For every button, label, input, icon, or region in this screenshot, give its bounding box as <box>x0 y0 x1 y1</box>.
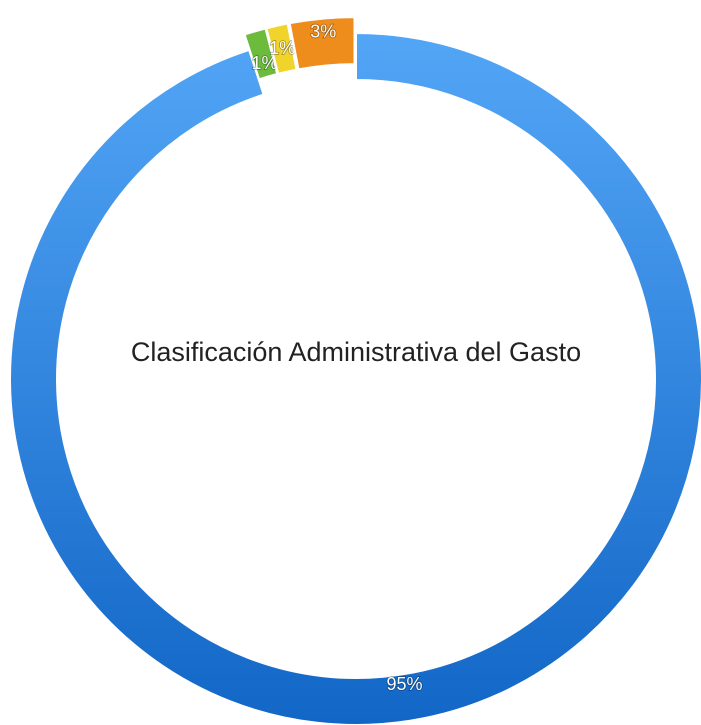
chart-title: Clasificación Administrativa del Gasto <box>130 337 582 367</box>
donut-slice <box>288 16 356 71</box>
donut-slice <box>243 27 279 81</box>
data-label: 1% <box>251 53 277 73</box>
donut-slice <box>265 22 298 75</box>
donut-slice <box>9 31 701 725</box>
data-label: 3% <box>310 21 336 41</box>
data-label: 95% <box>386 674 422 694</box>
data-label: 1% <box>269 38 295 58</box>
